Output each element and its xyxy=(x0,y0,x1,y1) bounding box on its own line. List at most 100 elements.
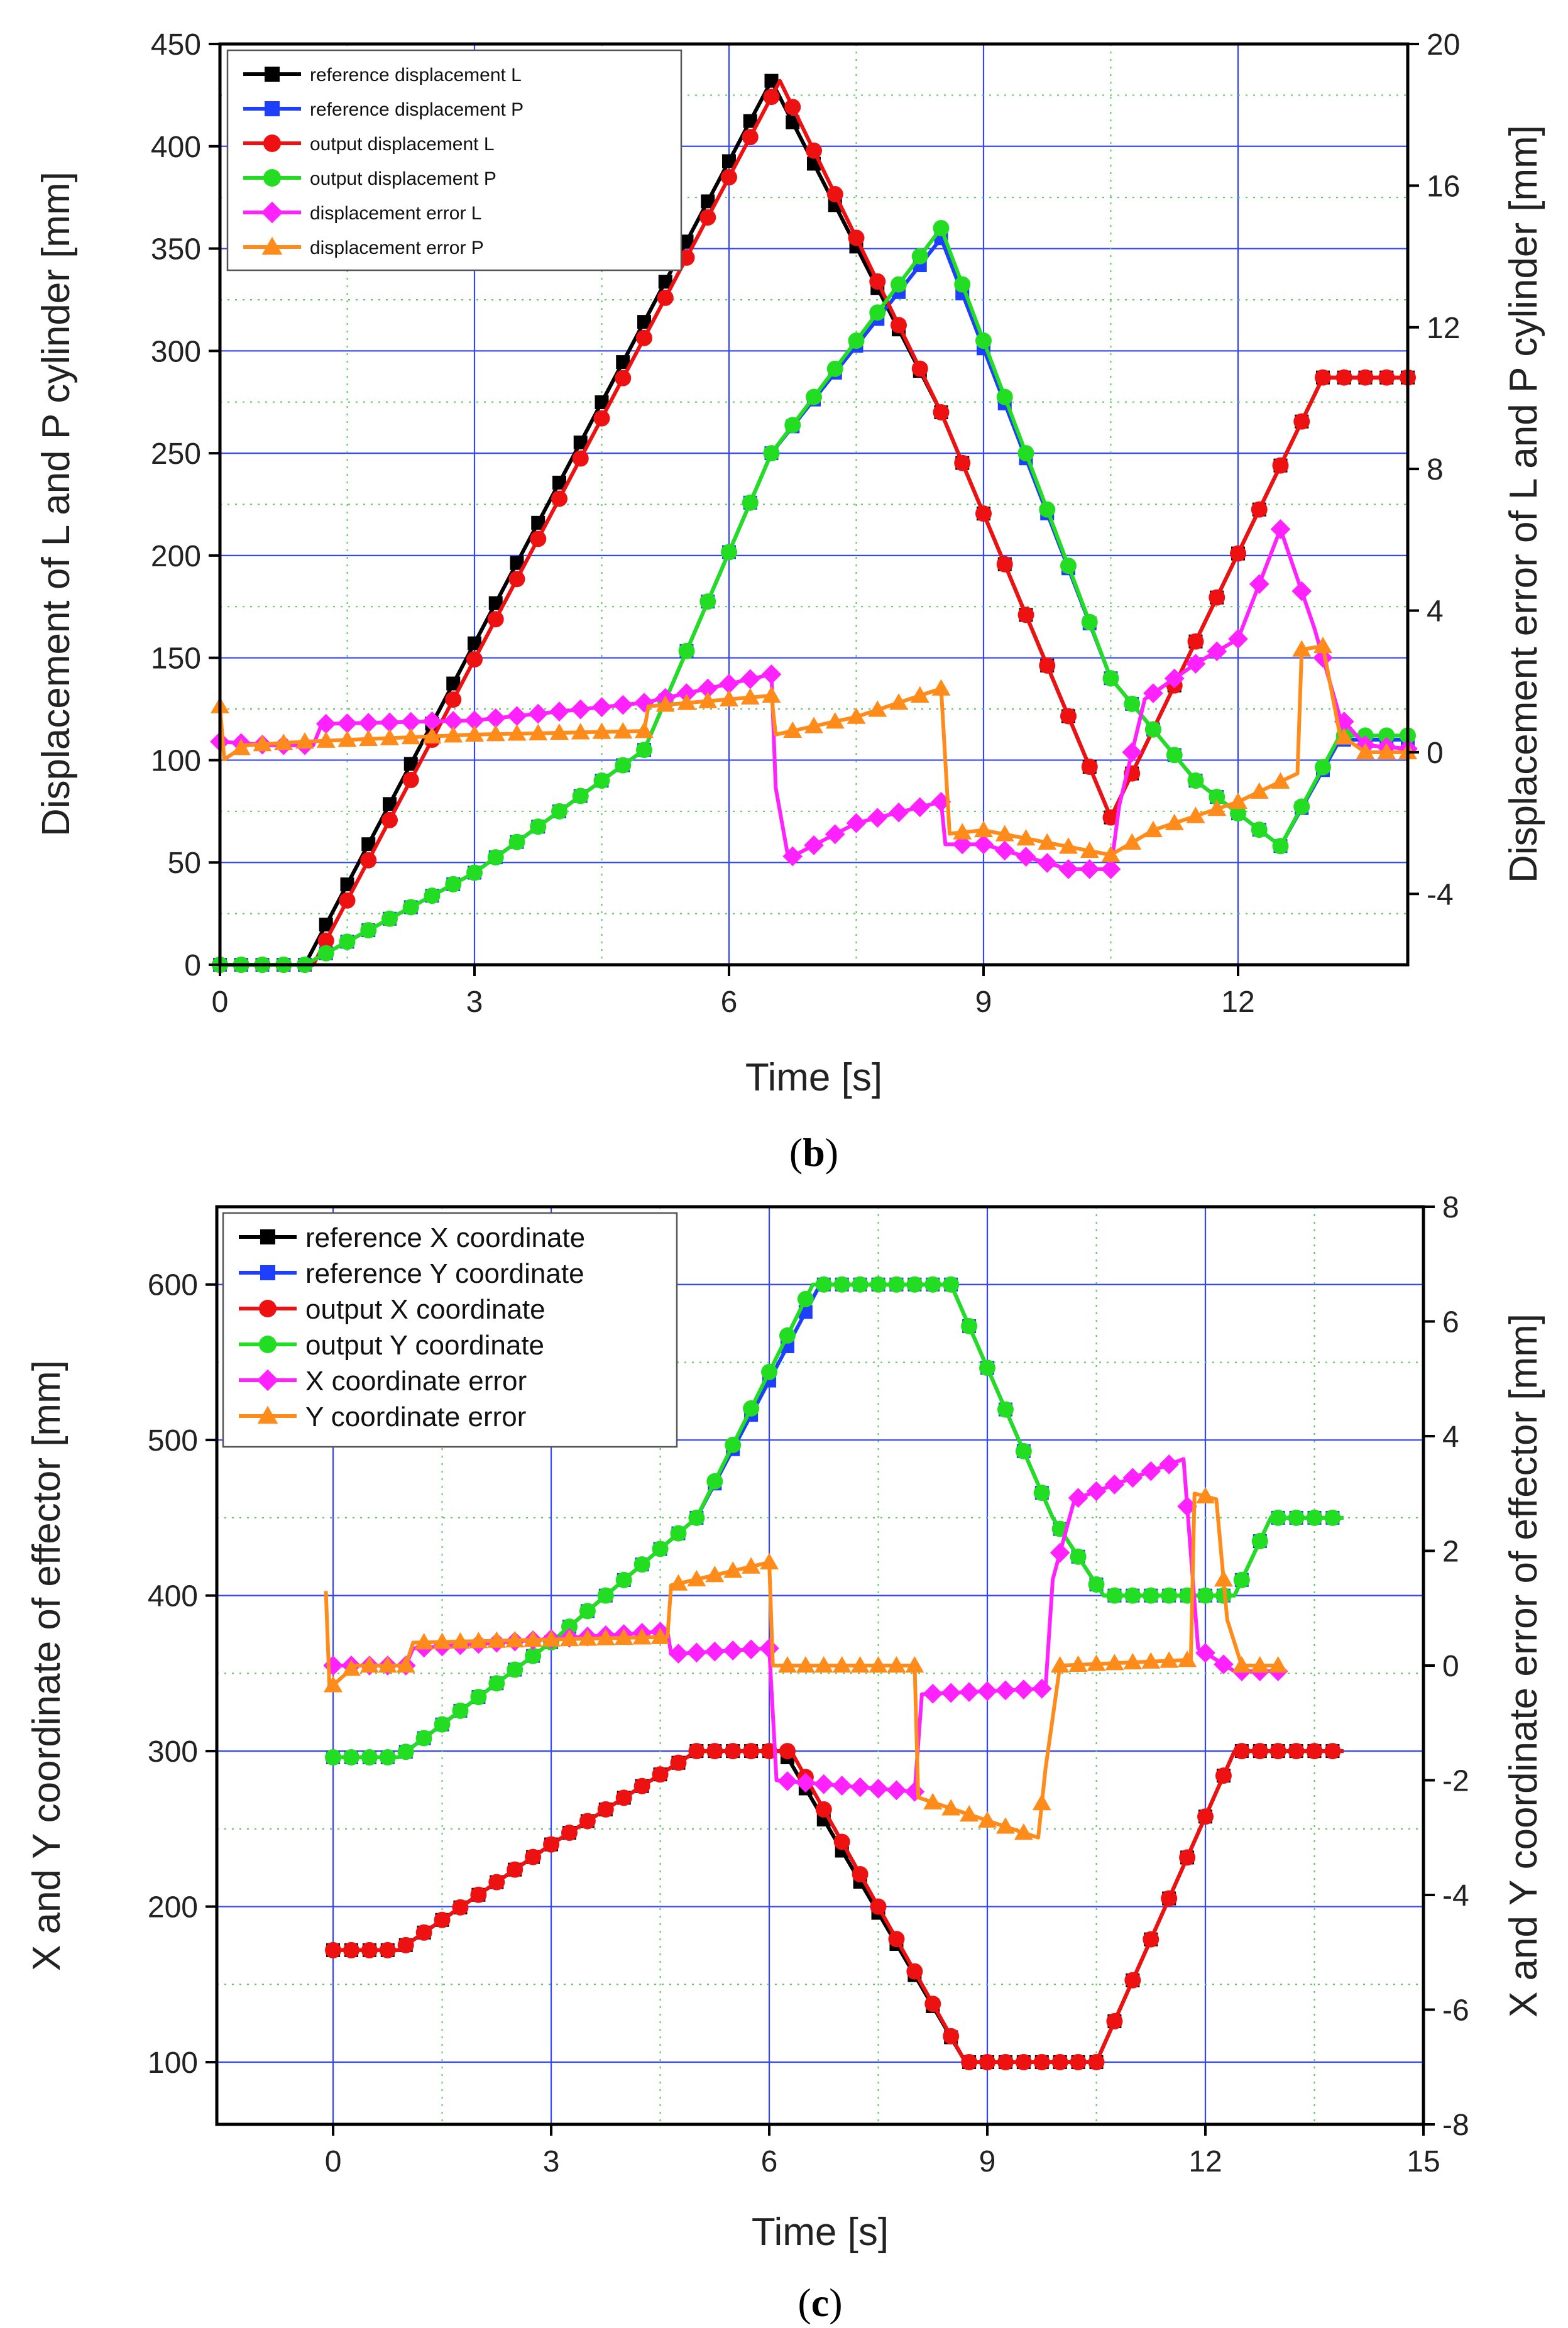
data-point xyxy=(549,701,569,722)
ticks-c: 0 3 6 9 12 15 100 200 300 400 500 600 -8 -6 -4 -2 0 2 4 6 8 xyxy=(148,1191,1469,2178)
data-point xyxy=(1105,1654,1124,1671)
data-point xyxy=(911,248,928,265)
data-point xyxy=(560,1629,579,1647)
x-tick-label: 15 xyxy=(1406,2145,1440,2178)
data-point xyxy=(960,1805,979,1822)
data-point xyxy=(975,332,992,349)
data-point xyxy=(891,276,907,293)
data-point xyxy=(361,837,376,852)
data-point xyxy=(699,209,716,226)
data-point xyxy=(1197,1808,1214,1825)
data-point xyxy=(339,892,356,909)
legend-swatch-marker xyxy=(265,101,280,116)
data-point xyxy=(831,1776,852,1796)
data-point xyxy=(804,717,823,733)
data-point xyxy=(1357,369,1374,386)
data-point xyxy=(1232,1656,1251,1673)
data-point xyxy=(1143,1931,1160,1948)
data-point xyxy=(786,115,800,129)
data-point xyxy=(1179,1849,1196,1866)
data-point xyxy=(825,712,845,729)
data-point xyxy=(995,1817,1015,1834)
data-point xyxy=(485,708,506,728)
data-point xyxy=(1291,581,1312,601)
data-point xyxy=(579,1603,596,1620)
x-tick-label: 9 xyxy=(979,2145,996,2178)
data-point xyxy=(975,505,992,522)
data-point xyxy=(1016,829,1036,846)
data-point xyxy=(705,1641,725,1662)
legend-swatch-marker xyxy=(263,169,281,187)
data-point xyxy=(650,1627,670,1644)
data-point xyxy=(381,910,398,927)
data-point xyxy=(579,1813,596,1830)
data-point xyxy=(1100,859,1121,879)
y-tick-label: 400 xyxy=(151,131,201,164)
data-point xyxy=(508,833,525,850)
data-point xyxy=(488,1675,505,1692)
data-point xyxy=(466,864,483,881)
data-point xyxy=(343,1749,359,1765)
data-point xyxy=(505,1630,525,1648)
legend-swatch-marker xyxy=(260,1265,275,1280)
data-point xyxy=(507,1861,524,1878)
data-point xyxy=(1051,2054,1068,2071)
legend-box xyxy=(222,1212,678,1448)
data-point xyxy=(434,1911,451,1928)
data-point xyxy=(678,249,695,266)
data-point xyxy=(1207,641,1227,662)
data-point xyxy=(524,1630,543,1647)
data-point xyxy=(1145,721,1161,738)
data-point xyxy=(1356,742,1375,760)
data-point xyxy=(1251,1533,1268,1550)
data-point xyxy=(852,1866,869,1883)
data-point xyxy=(832,1656,852,1673)
data-point xyxy=(1080,841,1099,858)
chart-panel-b: 0 3 6 9 12 0 50 100 150 200 250 300 350 400 450 -4 0 4 8 12… xyxy=(35,28,1545,1175)
y2-tick-label: -4 xyxy=(1442,1879,1469,1913)
y-tick-label: 600 xyxy=(148,1269,198,1302)
data-point xyxy=(1233,1743,1250,1760)
data-point xyxy=(850,1656,870,1673)
data-point xyxy=(470,1886,487,1903)
data-point xyxy=(592,722,611,739)
data-point xyxy=(657,289,674,306)
data-point xyxy=(886,1780,907,1801)
data-point xyxy=(1070,1548,1087,1565)
data-point xyxy=(1324,1743,1341,1760)
data-point xyxy=(961,1318,978,1335)
legend-swatch-marker xyxy=(263,135,281,152)
data-point xyxy=(465,725,484,742)
data-point xyxy=(742,1557,761,1574)
data-point xyxy=(530,530,547,547)
data-point xyxy=(678,642,695,659)
data-point xyxy=(806,388,822,405)
data-point xyxy=(1269,1509,1286,1526)
data-point xyxy=(923,1683,943,1704)
data-point xyxy=(1087,1654,1106,1671)
data-point xyxy=(361,1749,378,1765)
legend-c: reference X coordinate reference Y coordi… xyxy=(222,1212,678,1448)
data-point xyxy=(1102,809,1119,826)
data-point xyxy=(979,1359,996,1376)
data-point xyxy=(1060,708,1077,725)
data-point xyxy=(530,818,547,835)
data-point xyxy=(784,417,801,434)
data-point xyxy=(815,1276,832,1293)
data-point xyxy=(910,686,929,703)
data-point xyxy=(1015,1442,1032,1459)
data-point xyxy=(677,693,696,710)
x-tick-label: 6 xyxy=(761,2145,778,2178)
legend-label: X coordinate error xyxy=(305,1366,527,1397)
y2-tick-label: -2 xyxy=(1442,1765,1469,1798)
data-point xyxy=(743,1400,760,1417)
y-tick-label: 50 xyxy=(168,847,201,880)
data-point xyxy=(360,922,377,939)
caption-c: (c) xyxy=(798,2280,842,2325)
y-tick-label: 150 xyxy=(151,642,201,676)
y2-tick-label: -4 xyxy=(1427,878,1454,911)
data-point xyxy=(721,544,737,561)
data-point xyxy=(1288,1743,1305,1760)
series-b xyxy=(210,74,1418,973)
